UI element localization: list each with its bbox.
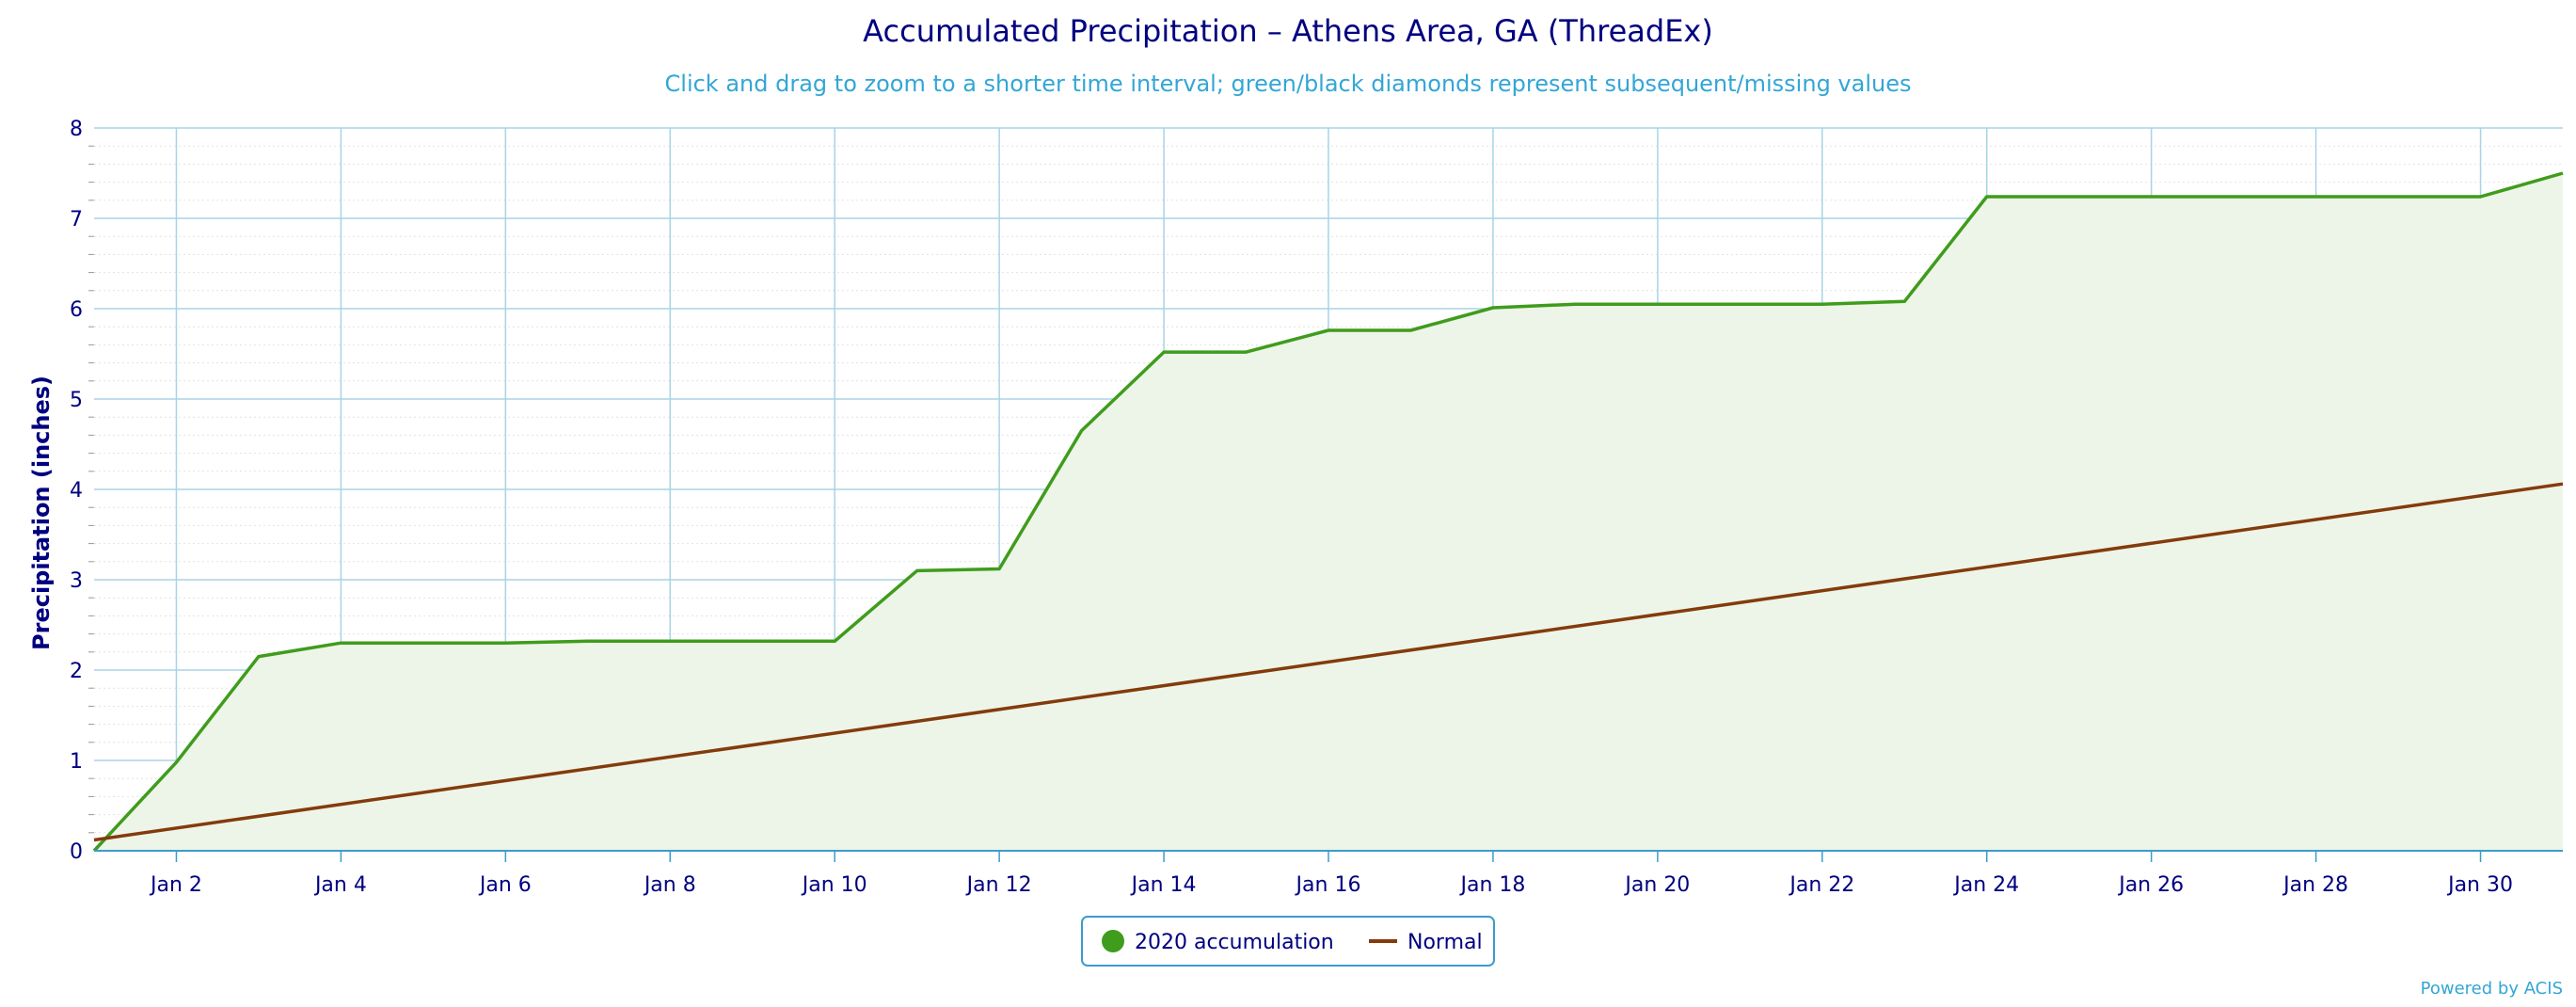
axes: 0 1 2 3 4 5 6 7 8 Jan 2 Jan 4 Jan 6 Jan 8 Jan 10 Jan 1… xyxy=(70,118,2563,897)
x-tick-label: Jan 8 xyxy=(643,873,696,897)
series-area-0 xyxy=(94,173,2563,851)
data-point[interactable] xyxy=(582,635,594,647)
area-fill xyxy=(94,173,2563,851)
data-point[interactable] xyxy=(500,637,511,648)
data-point[interactable] xyxy=(747,635,758,647)
legend-box xyxy=(1081,916,1495,967)
data-point[interactable] xyxy=(2475,191,2487,202)
series-line-1[interactable] xyxy=(93,482,2564,842)
data-point[interactable] xyxy=(1241,346,1252,358)
data-point[interactable] xyxy=(994,563,1005,574)
x-tick-label: Jan 30 xyxy=(2446,873,2513,897)
data-point[interactable] xyxy=(88,834,100,845)
data-point[interactable] xyxy=(1652,298,1663,310)
legend-label: Normal xyxy=(1407,931,1483,954)
x-tick-label: Jan 10 xyxy=(801,873,867,897)
data-point[interactable] xyxy=(1323,325,1334,336)
x-tick-label: Jan 24 xyxy=(1952,873,2019,897)
y-tick-label: 0 xyxy=(70,840,83,864)
legend-item-normal[interactable]: Normal xyxy=(1369,931,1483,954)
x-tick-label: Jan 12 xyxy=(965,873,1032,897)
chart-title: Accumulated Precipitation – Athens Area,… xyxy=(863,13,1713,49)
x-tick-label: Jan 28 xyxy=(2282,873,2348,897)
data-point[interactable] xyxy=(1734,298,1745,310)
data-point[interactable] xyxy=(1487,302,1499,313)
data-point[interactable] xyxy=(1076,425,1088,437)
data-point[interactable] xyxy=(418,637,429,648)
y-tick-label: 1 xyxy=(70,750,83,774)
x-tick-label: Jan 4 xyxy=(313,873,367,897)
data-point[interactable] xyxy=(2063,191,2075,202)
data-point[interactable] xyxy=(912,565,923,576)
legend-label: 2020 accumulation xyxy=(1135,931,1334,954)
data-point[interactable] xyxy=(1981,191,1993,202)
data-point[interactable] xyxy=(170,757,182,768)
y-tick-label: 5 xyxy=(70,389,83,412)
data-point[interactable] xyxy=(1899,296,1910,307)
legend: 2020 accumulation Normal xyxy=(1081,916,1495,967)
x-tick-label: Jan 18 xyxy=(1458,873,1525,897)
data-point[interactable] xyxy=(1569,298,1581,310)
y-axis-label: Precipitation (inches) xyxy=(28,376,55,650)
data-point[interactable] xyxy=(1817,298,1828,310)
data-point[interactable] xyxy=(253,651,264,663)
y-tick-label: 6 xyxy=(70,298,83,322)
data-point[interactable] xyxy=(829,635,840,647)
x-tick-label: Jan 14 xyxy=(1130,873,1197,897)
y-tick-label: 2 xyxy=(70,660,83,683)
data-point[interactable] xyxy=(2557,478,2568,489)
y-tick-label: 7 xyxy=(70,208,83,232)
y-tick-label: 4 xyxy=(70,479,83,503)
data-point[interactable] xyxy=(1158,346,1169,358)
y-tick-label: 3 xyxy=(70,569,83,593)
x-tick-label: Jan 20 xyxy=(1623,873,1690,897)
data-point[interactable] xyxy=(664,635,676,647)
legend-item-2020-accumulation[interactable]: 2020 accumulation xyxy=(1102,930,1334,954)
data-point[interactable] xyxy=(2393,191,2404,202)
x-tick-label: Jan 22 xyxy=(1788,873,1854,897)
data-point[interactable] xyxy=(2146,191,2157,202)
x-tick-label: Jan 2 xyxy=(149,873,202,897)
data-point[interactable] xyxy=(335,637,346,648)
x-tick-label: Jan 26 xyxy=(2117,873,2184,897)
data-point[interactable] xyxy=(2228,191,2239,202)
chart-subtitle: Click and drag to zoom to a shorter time… xyxy=(665,71,1912,97)
x-tick-label: Jan 16 xyxy=(1295,873,1361,897)
data-point[interactable] xyxy=(2311,191,2322,202)
credit-link[interactable]: Powered by ACIS xyxy=(2421,979,2563,999)
data-point[interactable] xyxy=(2557,168,2568,179)
series xyxy=(88,168,2568,853)
data-point[interactable] xyxy=(1405,325,1416,336)
series-line-0[interactable] xyxy=(92,171,2564,853)
y-tick-label: 8 xyxy=(70,118,83,141)
legend-marker-circle-icon xyxy=(1102,930,1124,952)
x-tick-label: Jan 6 xyxy=(478,873,532,897)
